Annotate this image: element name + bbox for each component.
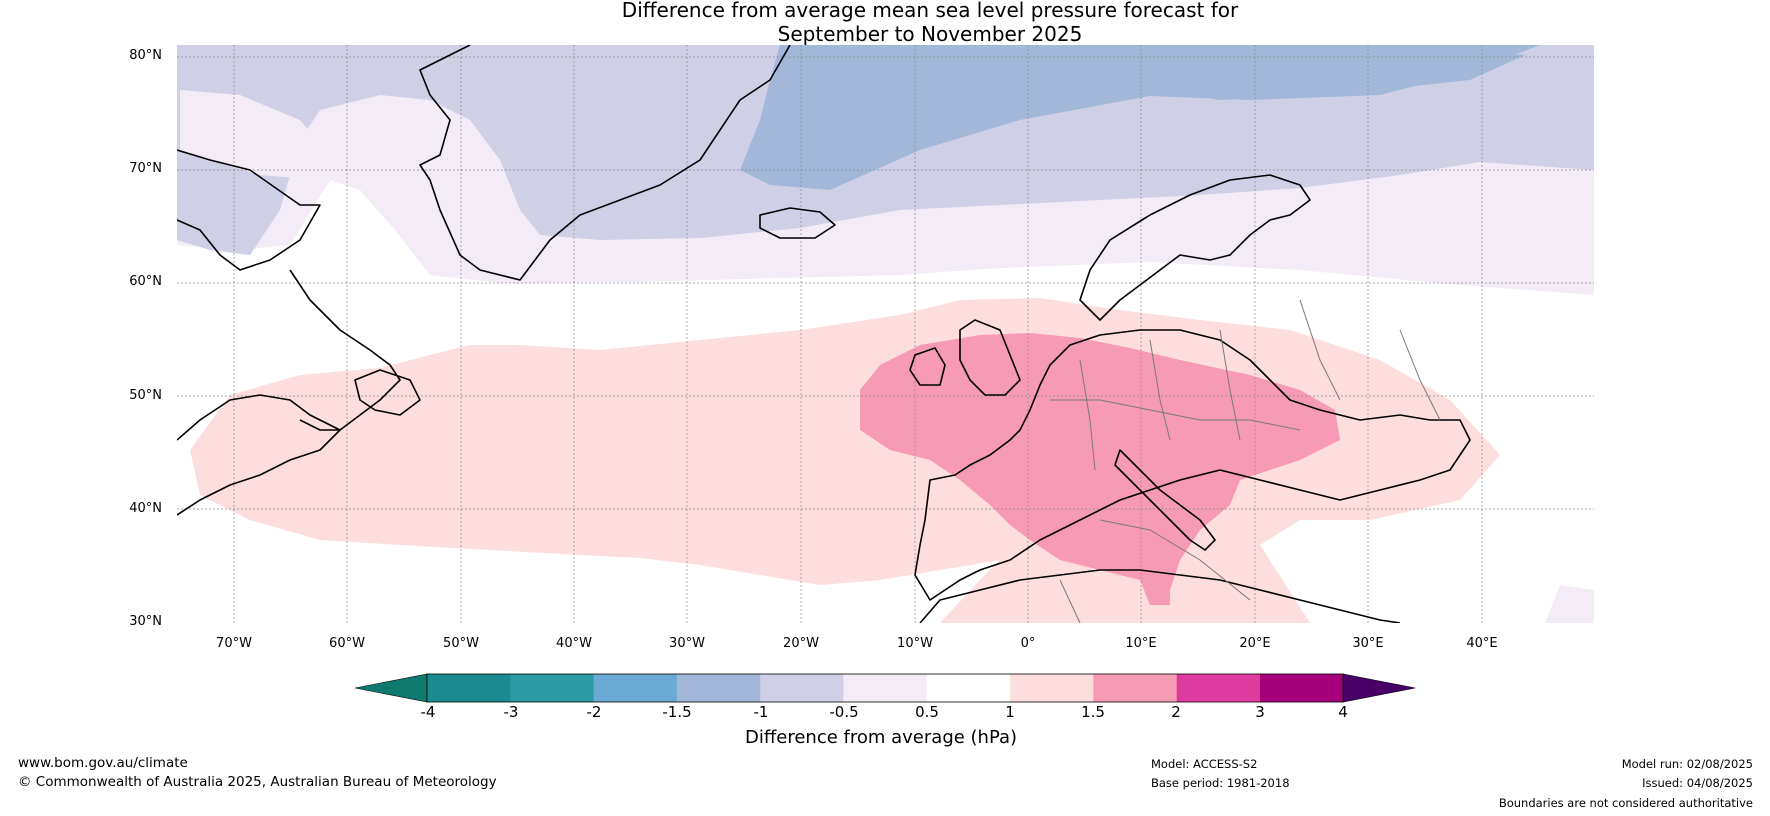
map-title-line-2: September to November 2025 — [777, 22, 1083, 46]
colorbar-tick-minus-4: -4 — [420, 703, 436, 721]
coastline-italy — [1114, 449, 1216, 551]
lon-label-40e: 40°E — [1466, 636, 1498, 651]
lon-label-10e: 10°E — [1125, 636, 1157, 651]
footer-copyright: © Commonwealth of Australia 2025, Austra… — [18, 774, 497, 790]
lat-label-80n: 80°N — [129, 48, 162, 63]
colorbar-tick-0.5: 0.5 — [915, 703, 939, 721]
colorbar-tick-minus-3: -3 — [503, 703, 519, 721]
colorbar-tick-1: 1 — [1005, 703, 1015, 721]
anomaly-region-minus-0.5-to-minus-1-corner — [1545, 585, 1594, 623]
country-borders — [1050, 299, 1441, 623]
coastline-north-america-east — [177, 394, 341, 516]
colorbar-segment — [1093, 674, 1178, 702]
footer-website: www.bom.gov.au/climate — [18, 755, 188, 771]
lon-label-20e: 20°E — [1239, 636, 1271, 651]
coastline-europe — [914, 329, 1471, 601]
lon-label-0: 0° — [1020, 636, 1036, 651]
colorbar-tick-minus-0.5: -0.5 — [829, 703, 859, 721]
colorbar-segment — [1010, 674, 1094, 702]
colorbar-segment — [593, 674, 678, 702]
coastline-labrador — [289, 269, 401, 431]
coastline-ireland — [909, 347, 946, 386]
lon-label-20w: 20°W — [783, 636, 819, 651]
lon-label-60w: 60°W — [329, 636, 365, 651]
colorbar-title: Difference from average (hPa) — [745, 727, 1018, 748]
colorbar-tick-3: 3 — [1255, 703, 1265, 721]
coastline-greenland — [419, 45, 791, 281]
lat-label-50n: 50°N — [129, 388, 162, 403]
colorbar-segment — [926, 674, 1011, 702]
colorbar-tick-2: 2 — [1171, 703, 1181, 721]
lat-label-60n: 60°N — [129, 274, 162, 289]
anomaly-region-minus-0.5-to-minus-1-inner — [180, 90, 330, 180]
coastlines — [177, 45, 1471, 623]
lon-label-30w: 30°W — [669, 636, 705, 651]
footer-base-period: Base period: 1981-2018 — [1151, 776, 1290, 790]
graticule — [177, 45, 1594, 623]
colorbar-segment — [760, 674, 844, 702]
colorbar-segment — [1260, 674, 1344, 702]
footer-issued: Issued: 04/08/2025 — [1642, 776, 1753, 790]
lon-label-70w: 70°W — [216, 636, 252, 651]
colorbar-segment — [510, 674, 595, 702]
colorbar-segment — [1176, 674, 1261, 702]
footer-disclaimer: Boundaries are not considered authoritat… — [1498, 796, 1753, 810]
lon-label-10w: 10°W — [897, 636, 933, 651]
anomaly-region-minus-1.5-to-minus-2-arctic — [1145, 50, 1525, 100]
lon-label-30e: 30°E — [1352, 636, 1384, 651]
map-title: Difference from average mean sea level p… — [0, 0, 1770, 46]
coastline-newfoundland — [354, 369, 421, 416]
coastline-iceland — [759, 207, 836, 239]
colorbar-tick-minus-2: -2 — [586, 703, 602, 721]
colorbar-tick-1.5: 1.5 — [1081, 703, 1105, 721]
colorbar-segment — [427, 674, 511, 702]
coastline-scandinavia — [1079, 174, 1311, 321]
coastline-canada-arctic — [177, 149, 321, 271]
coastline-great-britain — [959, 319, 1021, 396]
footer-model-run: Model run: 02/08/2025 — [1621, 757, 1753, 771]
colorbar-segments — [354, 673, 1416, 703]
colorbar-high-arrow — [1343, 673, 1416, 703]
coastline-north-africa — [919, 569, 1401, 623]
colorbar-tick-minus-1.5: -1.5 — [662, 703, 692, 721]
lat-label-40n: 40°N — [129, 501, 162, 516]
anomaly-region-1-to-1.5 — [860, 333, 1340, 605]
lon-label-50w: 50°W — [443, 636, 479, 651]
lon-label-40w: 40°W — [556, 636, 592, 651]
footer-model: Model: ACCESS-S2 — [1151, 757, 1258, 771]
colorbar-low-arrow — [354, 673, 428, 703]
colorbar-segment — [843, 674, 928, 702]
lat-label-30n: 30°N — [129, 614, 162, 629]
colorbar-segment — [676, 674, 761, 702]
colorbar-tick-4: 4 — [1338, 703, 1348, 721]
map-title-line-1: Difference from average mean sea level p… — [621, 0, 1239, 22]
colorbar-tick-minus-1: -1 — [753, 703, 769, 721]
lat-label-70n: 70°N — [129, 161, 162, 176]
